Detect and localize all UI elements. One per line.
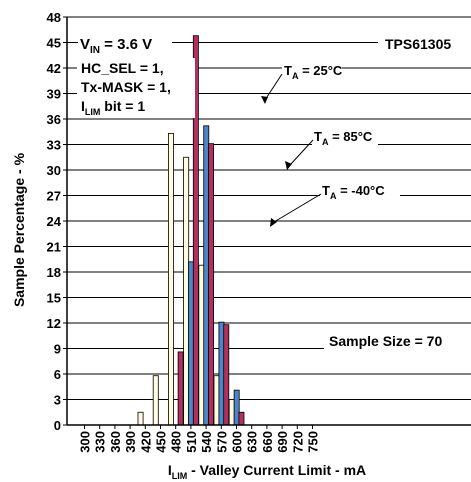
x-tick-label: 600 — [230, 431, 245, 453]
ta85-leader — [289, 139, 314, 166]
x-tick-label: 330 — [93, 431, 108, 453]
bar-tam40 — [152, 375, 159, 426]
ta85-label-bg — [312, 126, 378, 146]
x-tick-label: 360 — [108, 431, 123, 453]
bar-tam40 — [213, 375, 220, 426]
y-tick-label: 45 — [47, 36, 61, 51]
device-label: TPS61305 — [385, 36, 451, 52]
bar-ta25 — [177, 351, 184, 426]
tam40-arrow — [270, 218, 277, 227]
y-tick-label: 24 — [47, 214, 62, 229]
y-tick-label: 12 — [47, 316, 61, 331]
ta85-arrow — [285, 161, 292, 170]
tam40-label: TA = -40°C — [322, 183, 385, 201]
x-tick-label: 420 — [138, 431, 153, 453]
x-tick-label: 390 — [123, 431, 138, 453]
tam40-label-bg — [320, 180, 400, 200]
bar-ta85 — [233, 389, 240, 426]
bar-ta85 — [218, 321, 225, 426]
y-tick-label: 27 — [47, 189, 61, 204]
y-tick-label: 6 — [54, 367, 61, 382]
x-tick-label: 540 — [199, 431, 214, 453]
y-tick-label: 18 — [47, 265, 61, 280]
y-tick-label: 48 — [47, 10, 61, 25]
x-tick-label: 510 — [184, 431, 199, 453]
ta25-label: TA = 25°C — [284, 63, 343, 81]
x-axis-label: ILIM - Valley Current Limit - mA — [168, 462, 366, 481]
bar-tam40 — [167, 133, 174, 426]
bar-ta85 — [188, 261, 194, 426]
tx-mask-label: Tx-MASK = 1, — [81, 79, 171, 95]
x-tick-label: 450 — [154, 431, 169, 453]
bar-ta25 — [238, 411, 245, 426]
y-tick-label: 33 — [47, 138, 61, 153]
y-tick-label: 39 — [47, 87, 61, 102]
annotations: VIN = 3.6 V TPS61305 HC_SEL = 1, Tx-MASK… — [77, 34, 471, 350]
x-tick-label: 570 — [214, 431, 229, 453]
x-tick-labels: 300 330 360 390 420 450 480 510 540 570 600 630 660 6… — [78, 431, 321, 453]
bar-ta85 — [203, 125, 210, 426]
x-tick-label: 750 — [306, 431, 321, 453]
bar-ta25 — [223, 324, 230, 426]
sample-size-label: Sample Size = 70 — [329, 333, 442, 349]
bar-ta25 — [208, 143, 214, 426]
y-tick-label: 36 — [47, 112, 61, 127]
y-axis-label: Sample Percentage - % — [11, 152, 27, 307]
axes — [63, 16, 471, 429]
x-tick-label: 630 — [245, 431, 260, 453]
y-tick-label: 21 — [47, 240, 61, 255]
sample-size-bg — [324, 330, 471, 350]
y-tick-label: 30 — [47, 163, 61, 178]
device-label-bg — [378, 34, 471, 52]
bar-tam40 — [183, 156, 190, 426]
vin-label-bg — [78, 34, 172, 52]
ilim-bit-label: ILIM bit = 1 — [81, 98, 145, 117]
y-tick-label: 9 — [54, 342, 61, 357]
x-tick-label: 300 — [78, 431, 93, 453]
y-tick-label: 42 — [47, 61, 61, 76]
bar-tam40 — [228, 399, 235, 426]
ta25-arrow — [261, 96, 268, 104]
x-tick-label: 480 — [169, 431, 184, 453]
hc-sel-label: HC_SEL = 1, — [81, 60, 164, 76]
y-tick-label: 0 — [54, 418, 61, 433]
conditions-box-bg — [77, 58, 195, 118]
y-tick-label: 15 — [47, 291, 61, 306]
bar-tam40 — [137, 411, 144, 426]
y-tick-label: 3 — [54, 393, 61, 408]
vin-label: VIN = 3.6 V — [80, 36, 152, 56]
ta85-label: TA = 85°C — [314, 129, 373, 147]
x-tick-label: 720 — [290, 431, 305, 453]
x-tick-label: 660 — [260, 431, 275, 453]
x-tick-label: 690 — [275, 431, 290, 453]
bar-tam40 — [198, 264, 205, 426]
bars — [137, 35, 245, 426]
ta25-leader — [264, 73, 283, 101]
tam40-leader — [273, 193, 322, 223]
ta25-label-bg — [282, 60, 342, 80]
